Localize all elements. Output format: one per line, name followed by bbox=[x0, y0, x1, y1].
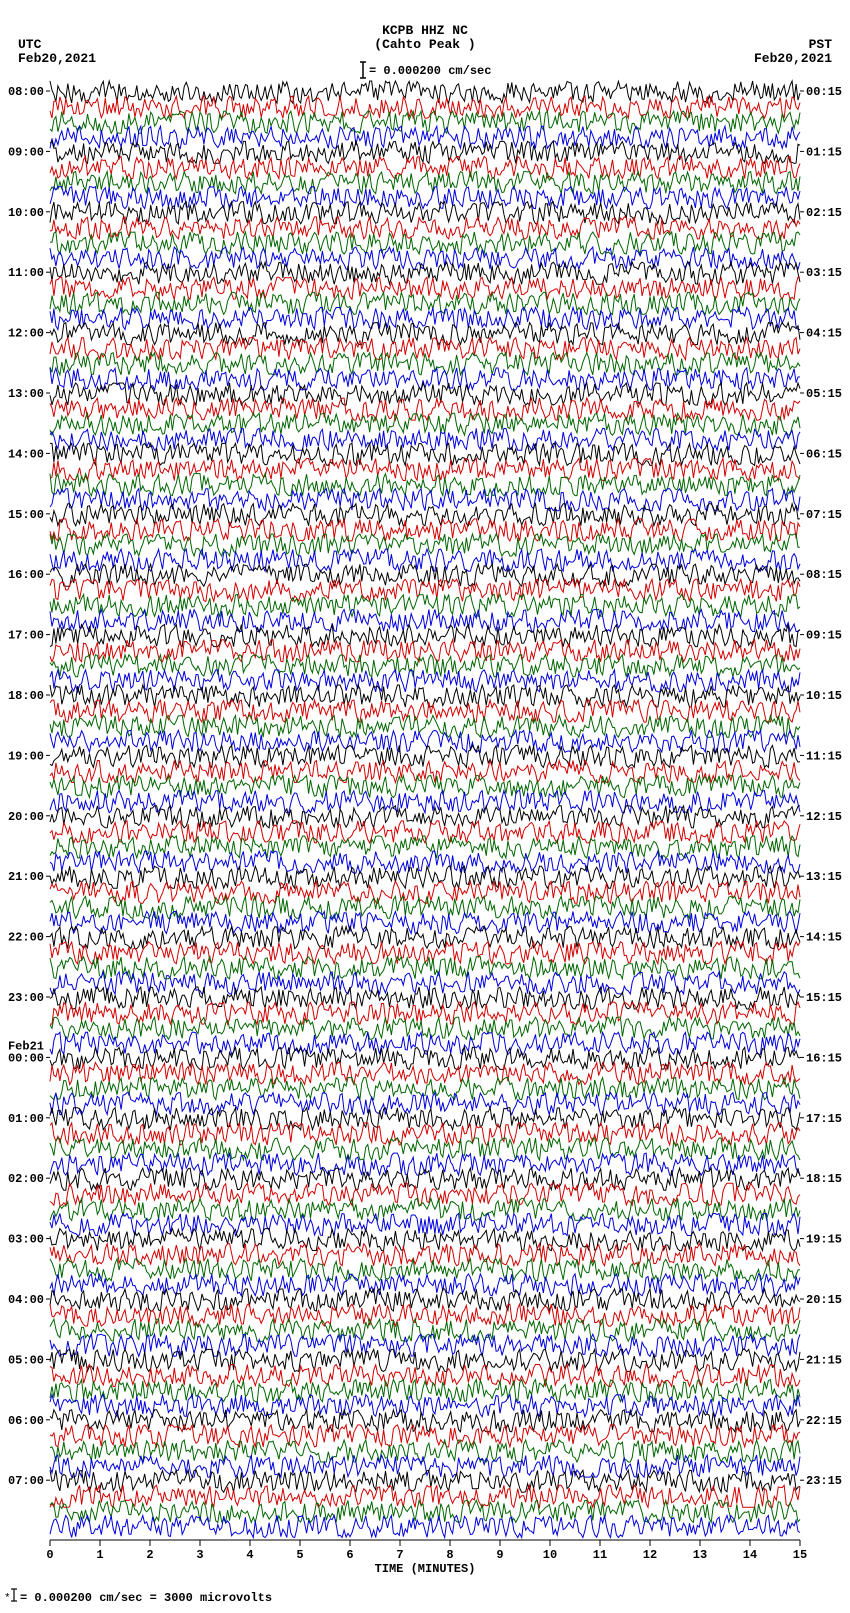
left-tz: UTC bbox=[18, 37, 42, 52]
x-tick-label: 11 bbox=[593, 1548, 607, 1562]
x-tick-label: 8 bbox=[446, 1548, 453, 1562]
right-time-label: 17:15 bbox=[806, 1112, 842, 1126]
right-time-label: 20:15 bbox=[806, 1293, 842, 1307]
station-id: KCPB HHZ NC bbox=[382, 23, 468, 38]
x-tick-label: 12 bbox=[643, 1548, 657, 1562]
left-time-label: 18:00 bbox=[8, 689, 44, 703]
left-time-label: 20:00 bbox=[8, 810, 44, 824]
right-time-label: 01:15 bbox=[806, 145, 842, 159]
x-tick-label: 7 bbox=[396, 1548, 403, 1562]
right-time-label: 02:15 bbox=[806, 206, 842, 220]
left-time-label: 19:00 bbox=[8, 749, 44, 763]
left-time-label: 13:00 bbox=[8, 387, 44, 401]
left-time-label: 16:00 bbox=[8, 568, 44, 582]
station-name: (Cahto Peak ) bbox=[374, 37, 475, 52]
right-date: Feb20,2021 bbox=[754, 51, 832, 66]
right-time-label: 06:15 bbox=[806, 447, 842, 461]
right-time-label: 15:15 bbox=[806, 991, 842, 1005]
x-tick-label: 14 bbox=[743, 1548, 757, 1562]
right-time-label: 22:15 bbox=[806, 1414, 842, 1428]
left-time-label: 03:00 bbox=[8, 1233, 44, 1247]
left-time-label: 11:00 bbox=[8, 266, 44, 280]
x-tick-label: 2 bbox=[146, 1548, 153, 1562]
left-time-label: 21:00 bbox=[8, 870, 44, 884]
x-tick-label: 9 bbox=[496, 1548, 503, 1562]
left-time-label: 04:00 bbox=[8, 1293, 44, 1307]
x-tick-label: 5 bbox=[296, 1548, 303, 1562]
right-time-label: 03:15 bbox=[806, 266, 842, 280]
right-time-label: 00:15 bbox=[806, 85, 842, 99]
left-time-label: 22:00 bbox=[8, 931, 44, 945]
right-time-label: 09:15 bbox=[806, 629, 842, 643]
footer-prefix: * bbox=[4, 1593, 11, 1605]
right-time-label: 12:15 bbox=[806, 810, 842, 824]
right-time-label: 05:15 bbox=[806, 387, 842, 401]
left-time-label: 05:00 bbox=[8, 1353, 44, 1367]
right-time-label: 04:15 bbox=[806, 327, 842, 341]
left-time-label: 12:00 bbox=[8, 327, 44, 341]
right-time-label: 23:15 bbox=[806, 1474, 842, 1488]
x-tick-label: 1 bbox=[96, 1548, 103, 1562]
left-date: Feb20,2021 bbox=[18, 51, 96, 66]
x-tick-label: 4 bbox=[246, 1548, 253, 1562]
right-time-label: 10:15 bbox=[806, 689, 842, 703]
x-tick-label: 10 bbox=[543, 1548, 557, 1562]
right-time-label: 14:15 bbox=[806, 931, 842, 945]
right-time-label: 07:15 bbox=[806, 508, 842, 522]
right-time-label: 16:15 bbox=[806, 1051, 842, 1065]
left-time-label: 15:00 bbox=[8, 508, 44, 522]
x-tick-label: 13 bbox=[693, 1548, 707, 1562]
x-tick-label: 3 bbox=[196, 1548, 203, 1562]
left-time-label: 10:00 bbox=[8, 206, 44, 220]
right-time-label: 08:15 bbox=[806, 568, 842, 582]
helicorder-chart: KCPB HHZ NC(Cahto Peak )UTCFeb20,2021PST… bbox=[0, 0, 850, 1613]
right-tz: PST bbox=[809, 37, 833, 52]
x-tick-label: 0 bbox=[46, 1548, 53, 1562]
right-time-label: 19:15 bbox=[806, 1233, 842, 1247]
left-time-label: 06:00 bbox=[8, 1414, 44, 1428]
right-time-label: 21:15 bbox=[806, 1353, 842, 1367]
x-tick-label: 6 bbox=[346, 1548, 353, 1562]
left-time-label: 14:00 bbox=[8, 447, 44, 461]
right-time-label: 13:15 bbox=[806, 870, 842, 884]
right-time-label: 11:15 bbox=[806, 749, 842, 763]
left-time-label: 07:00 bbox=[8, 1474, 44, 1488]
left-time-label: 09:00 bbox=[8, 145, 44, 159]
left-time-label: 08:00 bbox=[8, 85, 44, 99]
footer-text: = 0.000200 cm/sec = 3000 microvolts bbox=[20, 1591, 272, 1605]
left-time-label: 01:00 bbox=[8, 1112, 44, 1126]
left-time-label: 02:00 bbox=[8, 1172, 44, 1186]
scale-label: = 0.000200 cm/sec bbox=[369, 64, 491, 78]
x-tick-label: 15 bbox=[793, 1548, 807, 1562]
left-time-label: 17:00 bbox=[8, 629, 44, 643]
right-time-label: 18:15 bbox=[806, 1172, 842, 1186]
left-time-label: 23:00 bbox=[8, 991, 44, 1005]
left-time-label: 00:00 bbox=[8, 1051, 44, 1065]
x-axis-label: TIME (MINUTES) bbox=[375, 1562, 476, 1576]
